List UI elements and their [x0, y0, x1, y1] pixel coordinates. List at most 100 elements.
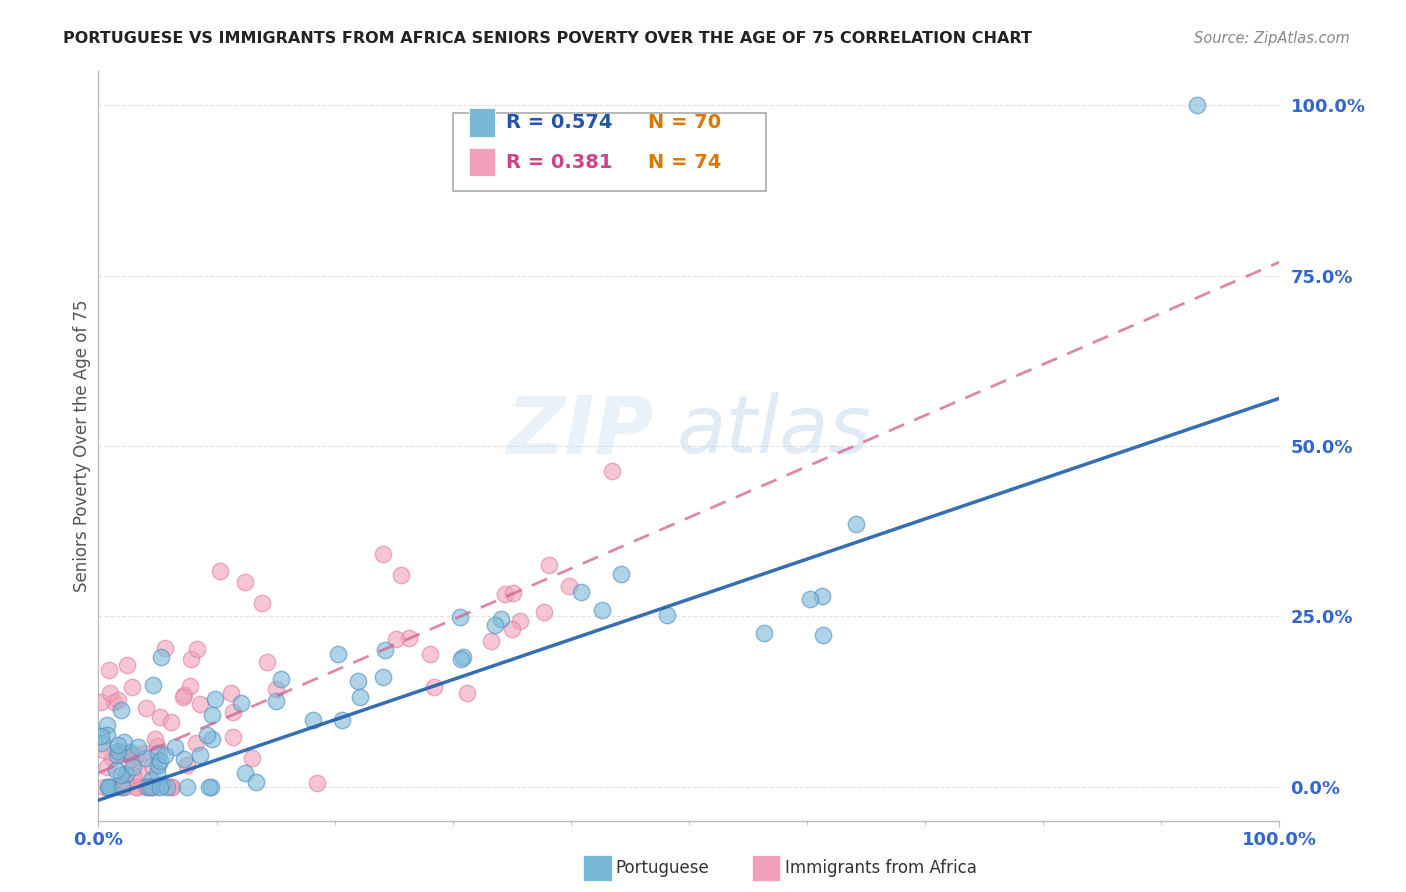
Point	[90, 729, 112, 743]
Point	[156, 780, 179, 794]
Point	[98, 685, 121, 699]
Point	[176, 758, 198, 772]
Point	[143, 778, 166, 792]
Point	[159, 714, 181, 729]
Point	[502, 585, 524, 599]
Point	[134, 779, 156, 793]
Point	[139, 780, 162, 794]
Point	[752, 625, 775, 640]
Point	[160, 780, 183, 794]
Point	[93, 742, 115, 756]
Point	[349, 690, 371, 704]
Point	[186, 642, 208, 657]
Point	[845, 516, 868, 531]
Point	[150, 778, 173, 792]
Point	[600, 464, 623, 478]
Point	[103, 695, 125, 709]
Point	[256, 655, 278, 669]
Point	[371, 547, 394, 561]
Point	[222, 706, 245, 720]
Point	[811, 589, 834, 603]
Point	[90, 695, 112, 709]
Point	[142, 677, 165, 691]
Point	[153, 641, 176, 656]
Point	[139, 780, 162, 794]
Point	[270, 672, 292, 686]
Point	[200, 780, 222, 794]
Point	[135, 780, 157, 794]
Point	[163, 739, 186, 754]
Point	[110, 703, 132, 717]
Point	[107, 693, 129, 707]
Point	[558, 579, 581, 593]
Point	[96, 718, 118, 732]
Point	[330, 713, 353, 727]
Text: N = 74: N = 74	[648, 153, 721, 172]
Point	[117, 747, 139, 761]
Point	[208, 564, 231, 578]
Bar	[470, 108, 495, 136]
Point	[591, 603, 613, 617]
Point	[398, 631, 420, 645]
Text: N = 70: N = 70	[648, 112, 721, 132]
Point	[141, 773, 163, 788]
Point	[107, 738, 129, 752]
Point	[533, 606, 555, 620]
Y-axis label: Seniors Poverty Over the Age of 75: Seniors Poverty Over the Age of 75	[73, 300, 91, 592]
Point	[110, 768, 132, 782]
Point	[610, 566, 633, 581]
Point	[143, 731, 166, 746]
Text: R = 0.381: R = 0.381	[506, 153, 613, 172]
Point	[198, 780, 221, 794]
Point	[176, 780, 198, 794]
Point	[120, 746, 142, 760]
Point	[180, 652, 202, 666]
Text: R = 0.574: R = 0.574	[506, 112, 613, 132]
Point	[204, 691, 226, 706]
Point	[135, 751, 157, 765]
Point	[538, 558, 561, 573]
Point	[127, 780, 149, 794]
Point	[141, 759, 163, 773]
Point	[98, 780, 121, 794]
Point	[302, 713, 325, 727]
Point	[233, 766, 256, 780]
Point	[153, 748, 176, 763]
Point	[141, 779, 163, 793]
Point	[799, 591, 821, 606]
Point	[93, 780, 115, 794]
Text: Portuguese: Portuguese	[616, 859, 710, 877]
Point	[501, 622, 523, 636]
Point	[122, 768, 145, 782]
Point	[373, 670, 395, 684]
FancyBboxPatch shape	[453, 112, 766, 191]
Point	[1185, 98, 1208, 112]
Point	[108, 780, 131, 794]
Point	[305, 776, 328, 790]
Point	[149, 780, 172, 794]
Point	[264, 694, 287, 708]
Point	[484, 617, 506, 632]
Point	[135, 701, 157, 715]
Point	[143, 780, 166, 794]
Point	[494, 587, 516, 601]
Point	[146, 757, 169, 772]
Point	[201, 731, 224, 746]
Point	[136, 780, 159, 794]
Point	[115, 657, 138, 672]
Point	[111, 780, 134, 794]
Point	[111, 776, 134, 790]
Text: PORTUGUESE VS IMMIGRANTS FROM AFRICA SENIORS POVERTY OVER THE AGE OF 75 CORRELAT: PORTUGUESE VS IMMIGRANTS FROM AFRICA SEN…	[63, 31, 1032, 46]
Point	[250, 596, 273, 610]
Point	[105, 764, 128, 778]
Point	[173, 752, 195, 766]
Point	[107, 744, 129, 758]
Point	[114, 780, 136, 794]
Point	[160, 780, 183, 794]
Point	[449, 609, 471, 624]
Point	[121, 759, 143, 773]
Point	[346, 674, 368, 689]
Point	[108, 746, 131, 760]
Point	[222, 730, 245, 744]
Point	[97, 780, 120, 794]
